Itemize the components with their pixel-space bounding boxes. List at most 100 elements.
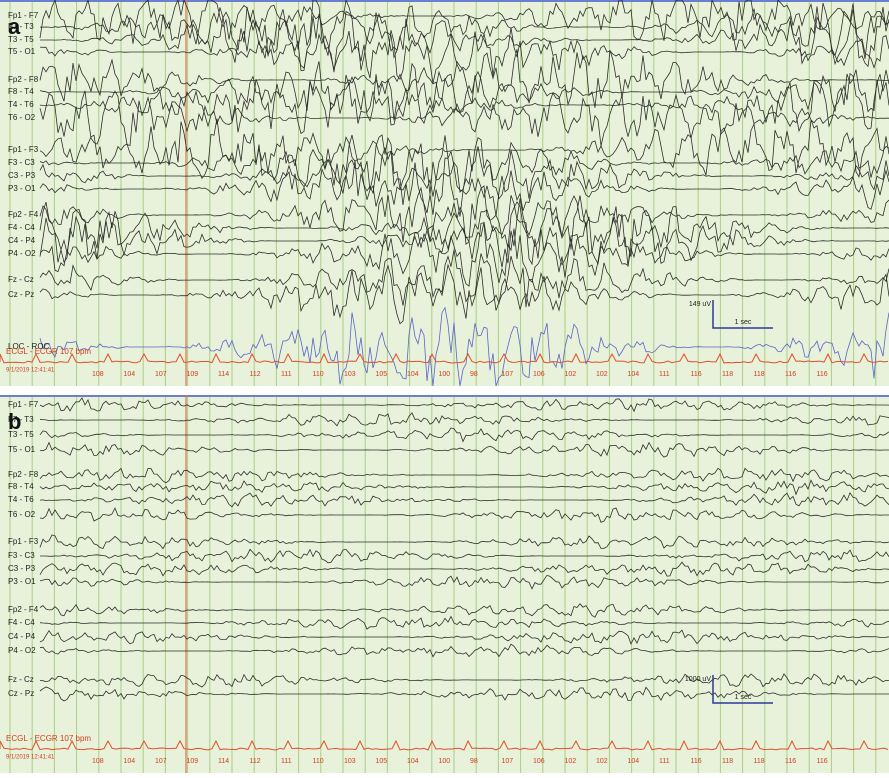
eeg-trace	[39, 0, 889, 59]
channel-label: P3 - O1	[8, 577, 36, 586]
heart-rate: 111	[281, 758, 292, 765]
heart-rate: 116	[817, 371, 828, 378]
channel-label: Cz - Pz	[8, 689, 34, 698]
heart-rate: 116	[785, 371, 796, 378]
heart-rate: 103	[344, 371, 356, 378]
eeg-trace	[39, 185, 889, 245]
eeg-trace	[39, 441, 889, 458]
heart-rate: 116	[691, 371, 702, 378]
heart-rate: 111	[659, 758, 670, 765]
heart-rate: 104	[407, 371, 419, 378]
eeg-trace	[39, 134, 889, 195]
panel-background	[0, 0, 889, 386]
scale-bar	[712, 675, 773, 704]
panel-label: b	[8, 409, 21, 434]
eeg-trace	[39, 118, 889, 180]
channel-label: Fp2 - F8	[8, 470, 39, 479]
eeg-panel: Fp1 - F7 F7 - T3 T3 - T5 T5 - O1 Fp2 - F8 F8 …	[0, 0, 889, 387]
eeg-trace	[39, 397, 889, 413]
eeg-trace	[39, 534, 889, 550]
eeg-trace	[39, 27, 889, 84]
eeg-trace	[39, 90, 889, 147]
channel-label: T5 - O1	[8, 445, 36, 454]
eeg-trace	[39, 157, 889, 217]
channel-label: F4 - C4	[8, 223, 35, 232]
channel-label: Fp2 - F4	[8, 605, 39, 614]
channel-label: Fp1 - F3	[8, 145, 39, 154]
heart-rate: 114	[218, 371, 229, 378]
channel-label: Fz - Cz	[8, 275, 34, 284]
heart-rate: 102	[596, 758, 608, 765]
heart-rate: 118	[722, 371, 733, 378]
eeg-trace	[39, 427, 889, 443]
eeg-trace	[39, 491, 889, 508]
ecg-label: ECGL - ECGR 107 bpm	[6, 734, 91, 743]
eeg-trace	[39, 686, 889, 702]
channel-label: Fz - Cz	[8, 675, 34, 684]
channel-label: Fp2 - F8	[8, 75, 39, 84]
heart-rate: 114	[218, 758, 229, 765]
heart-rate: 107	[155, 758, 167, 765]
heart-rate: 111	[659, 371, 670, 378]
heart-rate: 100	[439, 371, 451, 378]
heart-rate: 108	[92, 758, 104, 765]
heart-rate: 118	[754, 758, 765, 765]
channel-label: LOC - ROC	[8, 342, 50, 351]
eeg-trace	[39, 222, 889, 287]
ecg-trace	[0, 352, 889, 364]
eeg-trace	[39, 467, 889, 484]
channel-label: Fp1 - F3	[8, 537, 39, 546]
scale-amplitude: 149 uV	[689, 301, 712, 308]
heart-rate: 105	[376, 371, 388, 378]
channel-label: C4 - P4	[8, 632, 36, 641]
channel-label: F4 - C4	[8, 618, 35, 627]
scale-time: 1 sec	[735, 319, 752, 326]
eeg-panel: Fp1 - F7 F7 - T3 T3 - T5 T5 - O1 Fp2 - F8 F8 …	[0, 395, 889, 773]
heart-rate: 104	[124, 758, 136, 765]
eeg-trace	[39, 412, 889, 427]
channel-label: T4 - T6	[8, 100, 34, 109]
heart-rate: 102	[565, 758, 577, 765]
channel-label: T5 - O1	[8, 47, 36, 56]
channel-label: F8 - T4	[8, 482, 34, 491]
channel-label: T3 - T5	[8, 35, 34, 44]
eeg-trace	[39, 146, 889, 206]
heart-rate: 110	[313, 758, 324, 765]
heart-rate: 106	[533, 371, 545, 378]
channel-label: T6 - O2	[8, 510, 36, 519]
heart-rate: 109	[187, 758, 199, 765]
ecg-label: ECGL - ECGR 107 bpm	[6, 347, 91, 356]
heart-rate: 111	[281, 371, 292, 378]
scale-amplitude: 1000 uV	[685, 676, 711, 683]
heart-rate: 102	[596, 371, 608, 378]
heart-rate: 116	[691, 758, 702, 765]
heart-rate: 109	[187, 371, 199, 378]
channel-label: P4 - O2	[8, 249, 36, 258]
channel-label: T3 - T5	[8, 430, 34, 439]
eeg-trace	[39, 195, 889, 257]
heart-rate: 118	[754, 371, 765, 378]
channel-label: P3 - O1	[8, 184, 36, 193]
heart-rate: 116	[817, 758, 828, 765]
channel-label: Fp1 - F7	[8, 11, 39, 20]
eeg-trace	[39, 479, 889, 496]
eeg-trace	[39, 0, 889, 45]
panel-label: a	[8, 14, 21, 39]
channel-label: Fp1 - F7	[8, 400, 39, 409]
channel-label: T4 - T6	[8, 495, 34, 504]
eeg-trace	[39, 72, 889, 135]
channel-label: C4 - P4	[8, 236, 36, 245]
timestamp: 9/1/2019 12:41:41	[6, 368, 55, 374]
channel-label: Fp2 - F4	[8, 210, 39, 219]
eeg-trace	[40, 7, 889, 73]
heart-rate: 98	[470, 758, 478, 765]
channel-label: F3 - C3	[8, 551, 35, 560]
eeg-trace	[39, 603, 889, 618]
eeg-trace	[39, 215, 889, 268]
ecg-trace	[0, 739, 889, 751]
eeg-trace	[39, 574, 889, 590]
channel-label: F7 - T3	[8, 22, 34, 31]
heart-rate: 110	[313, 371, 324, 378]
channel-label: T6 - O2	[8, 113, 36, 122]
